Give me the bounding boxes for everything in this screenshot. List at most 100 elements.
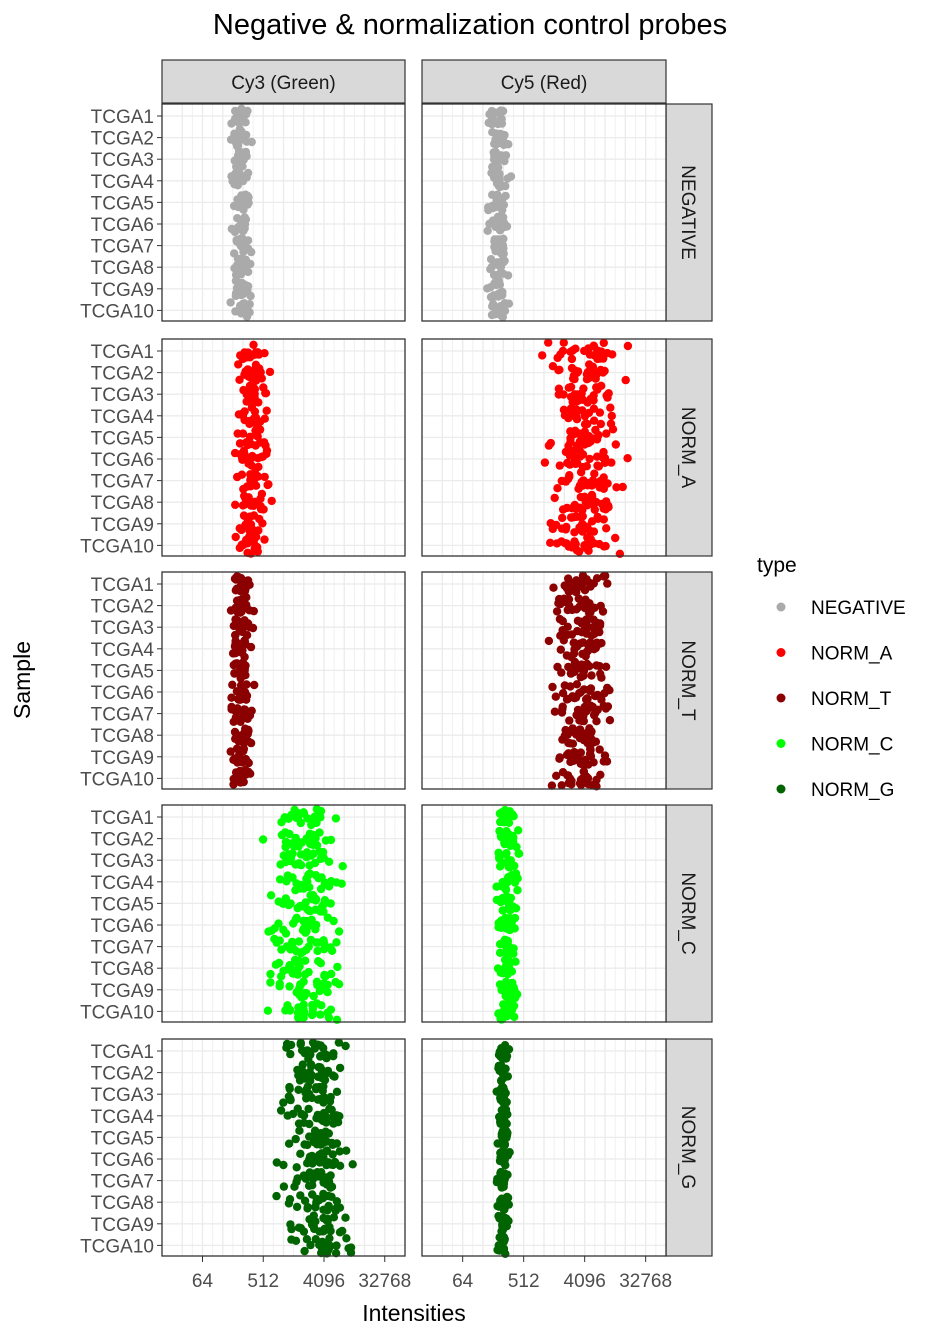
data-point: [600, 366, 609, 376]
data-point: [231, 276, 241, 285]
data-point: [300, 1196, 310, 1206]
data-point: [253, 472, 263, 481]
data-point: [550, 707, 560, 716]
data-point: [589, 404, 599, 413]
data-point: [495, 826, 504, 836]
data-point: [316, 1063, 325, 1072]
y-tick-label: TCGA5: [91, 894, 154, 915]
data-point: [292, 1163, 301, 1172]
data-point: [287, 810, 296, 820]
data-point: [308, 1038, 318, 1047]
data-point: [327, 1192, 336, 1202]
column-strip-label: Cy5 (Red): [501, 73, 588, 94]
data-point: [333, 962, 342, 972]
data-point: [551, 692, 560, 701]
data-point: [494, 1009, 503, 1018]
data-point: [496, 817, 505, 827]
data-point: [249, 340, 258, 349]
data-point: [231, 291, 240, 301]
data-point: [576, 468, 586, 477]
data-point: [571, 504, 581, 514]
x-tick-label: 4096: [564, 1271, 606, 1292]
data-point: [492, 179, 502, 188]
data-point: [510, 861, 519, 870]
data-point: [566, 513, 576, 522]
data-point: [564, 383, 574, 392]
data-point: [496, 1169, 505, 1178]
data-point: [563, 694, 573, 704]
legend-label: NORM_C: [811, 735, 893, 756]
data-point: [314, 1132, 323, 1142]
data-point: [596, 669, 605, 678]
data-point: [235, 640, 244, 649]
data-point: [569, 638, 578, 647]
y-tick-label: TCGA4: [91, 172, 155, 193]
data-point: [621, 375, 630, 385]
data-point: [500, 1214, 509, 1223]
data-point: [231, 270, 241, 279]
data-point: [599, 542, 609, 551]
data-point: [324, 857, 334, 866]
data-point: [557, 708, 567, 717]
y-tick-label: TCGA9: [91, 280, 154, 301]
legend-swatch: [776, 602, 786, 612]
data-point: [251, 360, 261, 369]
data-point: [503, 1151, 513, 1160]
data-point: [230, 754, 240, 763]
y-tick-label: TCGA7: [91, 938, 154, 959]
data-point: [246, 417, 256, 427]
panel: [421, 1038, 667, 1259]
data-point: [234, 151, 244, 161]
data-point: [488, 190, 497, 199]
data-point: [267, 926, 276, 935]
data-point: [332, 1241, 341, 1250]
data-point: [276, 972, 286, 981]
panel-border: [421, 571, 667, 790]
data-point: [242, 535, 251, 545]
data-point: [259, 505, 268, 514]
data-point: [568, 724, 577, 733]
panel: [161, 103, 406, 322]
y-tick-label: TCGA5: [91, 1128, 154, 1149]
data-point: [589, 342, 599, 351]
data-point: [238, 299, 247, 309]
data-point: [570, 390, 579, 399]
data-point: [510, 924, 519, 933]
data-point: [499, 808, 508, 818]
data-point: [585, 454, 594, 464]
data-point: [285, 1195, 295, 1204]
data-point: [588, 641, 598, 651]
data-point: [232, 618, 241, 627]
y-tick-label: TCGA7: [91, 472, 154, 493]
data-point: [513, 886, 522, 895]
row-strip-label: NEGATIVE: [677, 165, 698, 260]
data-point: [508, 810, 517, 819]
data-point: [575, 731, 585, 741]
data-point: [504, 956, 513, 965]
data-point: [326, 943, 335, 952]
data-point: [230, 114, 240, 124]
data-point: [552, 539, 562, 548]
data-point: [502, 923, 511, 932]
data-point: [579, 384, 588, 393]
data-point: [501, 1161, 510, 1170]
data-point: [564, 542, 573, 551]
data-point: [335, 1147, 344, 1156]
data-point: [495, 862, 505, 871]
data-point: [503, 859, 512, 868]
data-point: [502, 892, 511, 901]
data-point: [329, 1213, 339, 1222]
data-point: [249, 501, 258, 510]
data-point: [558, 346, 568, 356]
data-point: [575, 446, 585, 456]
data-point: [266, 891, 276, 900]
data-point: [586, 752, 596, 761]
data-point: [314, 957, 323, 966]
data-point: [281, 929, 291, 938]
data-point: [587, 481, 597, 490]
data-point: [318, 1116, 328, 1126]
data-point: [490, 152, 499, 161]
data-point: [583, 398, 592, 407]
data-point: [590, 469, 599, 478]
data-point: [284, 965, 294, 974]
